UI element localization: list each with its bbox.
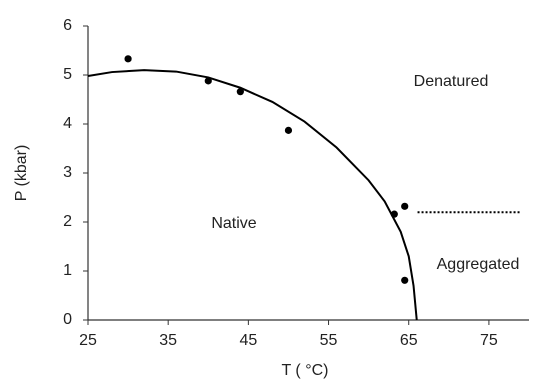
y-tick-label: 3 bbox=[63, 164, 72, 181]
data-point bbox=[124, 55, 132, 63]
region-label: Denatured bbox=[414, 73, 489, 90]
data-point bbox=[204, 77, 212, 85]
x-tick-label: 35 bbox=[159, 332, 177, 349]
x-tick-label: 45 bbox=[239, 332, 257, 349]
data-point bbox=[401, 276, 409, 284]
region-label: Native bbox=[211, 215, 256, 232]
y-tick-label: 4 bbox=[63, 115, 72, 132]
x-tick-label: 25 bbox=[79, 332, 97, 349]
y-tick-label: 1 bbox=[63, 262, 72, 279]
data-point bbox=[401, 202, 409, 210]
x-axis-title: T ( °C) bbox=[282, 362, 329, 379]
y-tick-label: 0 bbox=[63, 311, 72, 328]
y-tick-label: 5 bbox=[63, 66, 72, 83]
x-tick-label: 65 bbox=[400, 332, 418, 349]
x-tick-label: 55 bbox=[320, 332, 338, 349]
x-tick-label: 75 bbox=[480, 332, 498, 349]
y-tick-label: 2 bbox=[63, 213, 72, 230]
y-axis-title: P (kbar) bbox=[13, 145, 30, 202]
region-label: Aggregated bbox=[437, 256, 520, 273]
data-point bbox=[236, 88, 244, 96]
boundary-curve bbox=[87, 69, 418, 321]
data-point bbox=[284, 126, 293, 134]
y-tick-label: 6 bbox=[63, 17, 72, 34]
